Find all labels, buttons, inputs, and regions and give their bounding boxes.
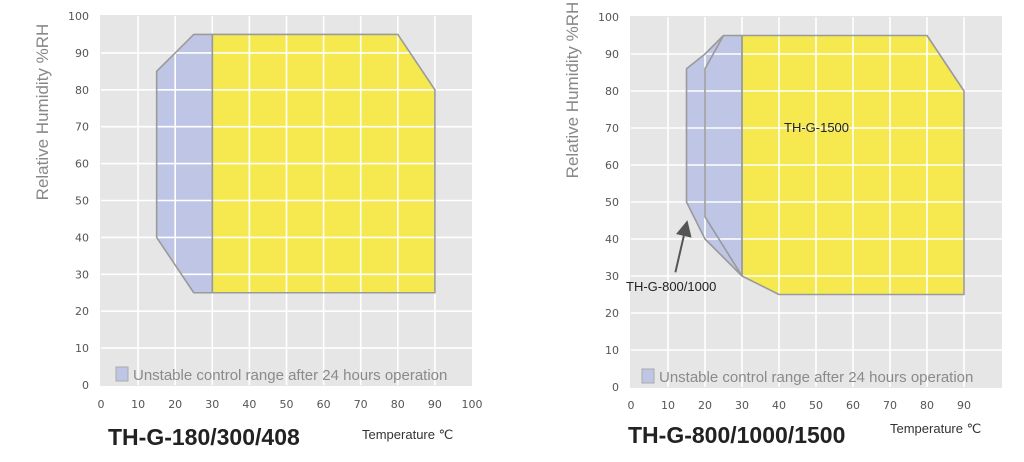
x-tick-label: 90 (957, 399, 971, 412)
x-tick-label: 80 (920, 399, 934, 412)
x-tick-label: 0 (98, 398, 105, 411)
y-tick-label: 70 (605, 122, 619, 135)
x-tick-label: 30 (205, 398, 219, 411)
y-axis-label: Relative Humidity %RH (33, 24, 52, 201)
x-tick-label: 50 (809, 399, 823, 412)
x-tick-label: 90 (428, 398, 442, 411)
x-tick-label: 70 (883, 399, 897, 412)
x-tick-label: 60 (317, 398, 331, 411)
y-tick-label: 90 (75, 47, 89, 60)
y-tick-label: 10 (75, 342, 89, 355)
x-tick-label: 20 (168, 398, 182, 411)
annotation-arrow (674, 220, 692, 273)
y-tick-label: 60 (75, 158, 89, 171)
x-tick-label: 40 (772, 399, 786, 412)
region-outline-stable (741, 34, 965, 296)
y-tick-label: 50 (605, 196, 619, 209)
y-tick-label: 10 (605, 344, 619, 357)
region-outline-boundary-1500 (704, 35, 743, 277)
legend-swatch (641, 368, 655, 384)
x-tick-label: 80 (391, 398, 405, 411)
y-tick-label: 40 (605, 233, 619, 246)
y-tick-label: 90 (605, 48, 619, 61)
annotation-label: TH-G-800/1000 (626, 279, 716, 294)
x-axis-label: Temperature ℃ (362, 427, 453, 442)
chart-2: 0 10 20 30 40 50 60 70 80 90 0 10 20 30 40 50 60 70 80 90 10… (563, 2, 1002, 448)
x-tick-label: 70 (354, 398, 368, 411)
y-tick-label: 70 (75, 121, 89, 134)
x-axis-label: Temperature ℃ (890, 421, 981, 436)
legend-label: Unstable control range after 24 hours op… (133, 367, 447, 384)
region-unstable (686, 35, 742, 276)
y-tick-label: 80 (75, 84, 89, 97)
y-tick-label: 80 (605, 85, 619, 98)
x-tick-label: 0 (628, 399, 635, 412)
chart-title: TH-G-180/300/408 (108, 424, 300, 450)
legend-swatch (115, 366, 129, 382)
x-tick-label: 60 (846, 399, 860, 412)
x-tick-label: 50 (280, 398, 294, 411)
y-tick-label: 20 (75, 305, 89, 318)
y-tick-label: 0 (612, 381, 619, 394)
y-tick-label: 100 (598, 11, 619, 24)
x-tick-label: 100 (462, 398, 483, 411)
x-tick-label: 10 (661, 399, 675, 412)
y-tick-label: 60 (605, 159, 619, 172)
y-tick-label: 100 (68, 10, 89, 23)
region-outline-stable (211, 33, 436, 294)
x-tick-label: 40 (242, 398, 256, 411)
y-axis-label: Relative Humidity %RH (563, 2, 582, 179)
annotation-label: TH-G-1500 (784, 120, 849, 135)
legend-label: Unstable control range after 24 hours op… (659, 369, 973, 386)
y-tick-label: 30 (75, 268, 89, 281)
y-tick-label: 30 (605, 270, 619, 283)
x-tick-label: 20 (698, 399, 712, 412)
chart-1: 0 10 20 30 40 50 60 70 80 90 100 0 10 20 30 40 50 60 70 80 9… (33, 10, 483, 450)
x-tick-label: 30 (735, 399, 749, 412)
y-tick-label: 40 (75, 231, 89, 244)
y-tick-label: 20 (605, 307, 619, 320)
y-tick-label: 50 (75, 195, 89, 208)
y-tick-label: 0 (82, 379, 89, 392)
chart-title: TH-G-800/1000/1500 (628, 422, 845, 448)
x-tick-label: 10 (131, 398, 145, 411)
